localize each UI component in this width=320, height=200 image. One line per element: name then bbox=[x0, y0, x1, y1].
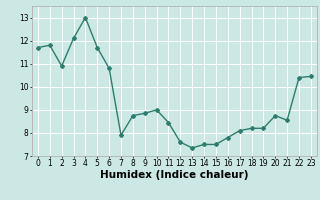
X-axis label: Humidex (Indice chaleur): Humidex (Indice chaleur) bbox=[100, 170, 249, 180]
